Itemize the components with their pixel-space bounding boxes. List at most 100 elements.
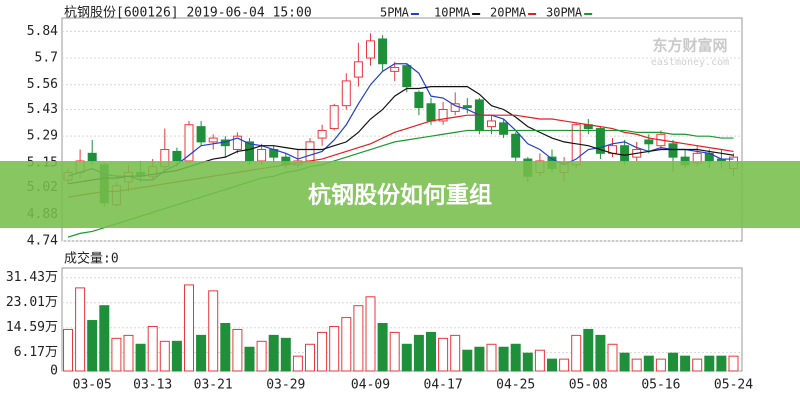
candle-body bbox=[378, 38, 388, 65]
y-tick-label: 5.84 bbox=[27, 24, 58, 39]
volume-bar bbox=[716, 355, 727, 372]
volume-bar bbox=[619, 352, 630, 372]
candle-body bbox=[499, 122, 509, 135]
candle-body bbox=[196, 126, 206, 143]
candle-body bbox=[487, 120, 496, 128]
legend-label: 30PMA bbox=[546, 6, 583, 20]
candle-body bbox=[450, 103, 460, 112]
volume-bar bbox=[728, 355, 739, 372]
volume-bar bbox=[244, 346, 255, 372]
volume-bar bbox=[438, 337, 449, 372]
candle-body bbox=[426, 103, 436, 122]
candle-body bbox=[620, 145, 630, 162]
volume-bar bbox=[389, 331, 400, 372]
volume-bar bbox=[63, 328, 73, 372]
volume-bar bbox=[547, 358, 557, 372]
volume-bar bbox=[607, 343, 618, 372]
candle-body bbox=[208, 137, 218, 143]
banner-text: 杭钢股份如何重组 bbox=[308, 182, 492, 209]
volume-bar bbox=[377, 323, 388, 372]
x-tick-label: 03-29 bbox=[266, 378, 305, 393]
candle-body bbox=[353, 61, 363, 78]
volume-bar bbox=[292, 355, 303, 372]
candle-body bbox=[87, 152, 97, 162]
volume-bar bbox=[159, 340, 170, 372]
x-tick-label: 03-05 bbox=[73, 378, 112, 393]
volume-bar bbox=[680, 355, 691, 372]
volume-bar bbox=[413, 334, 424, 372]
volume-bar bbox=[559, 358, 570, 372]
volume-bar bbox=[268, 334, 279, 372]
volume-bar bbox=[256, 340, 267, 372]
candle-body bbox=[232, 135, 242, 151]
y-tick-label: 5.56 bbox=[27, 77, 58, 92]
candle-body bbox=[644, 139, 654, 145]
volume-bar bbox=[341, 317, 352, 372]
volume-bar bbox=[583, 328, 594, 372]
x-tick-label: 04-09 bbox=[351, 378, 390, 393]
volume-bar bbox=[135, 343, 146, 372]
volume-bar bbox=[643, 355, 654, 372]
volume-bar bbox=[353, 305, 364, 372]
candle-body bbox=[184, 124, 194, 162]
y-tick-label: 14.59万 bbox=[6, 320, 58, 335]
candle-body bbox=[317, 129, 327, 139]
candle-body bbox=[390, 67, 400, 72]
volume-bar bbox=[474, 346, 485, 372]
candle-body bbox=[595, 128, 605, 154]
x-tick-label: 05-08 bbox=[569, 378, 608, 393]
volume-bar bbox=[75, 287, 86, 372]
candle-body bbox=[305, 141, 315, 162]
volume-bar bbox=[704, 355, 715, 372]
volume-bar bbox=[171, 340, 182, 372]
x-tick-label: 04-25 bbox=[496, 378, 535, 393]
y-tick-label: 5.29 bbox=[27, 129, 58, 144]
candle-body bbox=[414, 91, 424, 109]
volume-bar bbox=[184, 284, 194, 372]
volume-bar bbox=[196, 334, 207, 372]
volume-bar bbox=[87, 320, 98, 372]
volume-bar bbox=[232, 328, 243, 372]
x-tick-label: 04-17 bbox=[424, 378, 463, 393]
volume-bar bbox=[426, 331, 436, 372]
candle-body bbox=[341, 80, 351, 107]
volume-bar bbox=[631, 358, 642, 372]
volume-bar bbox=[534, 349, 545, 372]
candle-body bbox=[366, 40, 375, 59]
candle-body bbox=[668, 143, 678, 158]
volume-bar bbox=[220, 323, 231, 372]
candle-body bbox=[172, 150, 182, 162]
x-tick-label: 05-24 bbox=[714, 378, 753, 393]
candle-body bbox=[245, 141, 254, 162]
candle-body bbox=[511, 133, 521, 158]
candle-body bbox=[462, 105, 472, 109]
volume-bar bbox=[329, 325, 340, 372]
candle-body bbox=[329, 105, 339, 130]
volume-bar bbox=[99, 305, 110, 372]
y-tick-label: 4.74 bbox=[27, 234, 58, 249]
y-tick-label: 6.17万 bbox=[14, 345, 58, 360]
volume-bar bbox=[147, 325, 158, 372]
volume-bar bbox=[111, 337, 122, 372]
y-tick-label: 31.43万 bbox=[6, 270, 58, 285]
y-tick-label: 5.7 bbox=[35, 51, 58, 66]
volume-bar bbox=[401, 343, 412, 372]
volume-bar bbox=[655, 358, 666, 372]
volume-bar bbox=[486, 343, 497, 372]
volume-bar bbox=[668, 352, 678, 372]
candle-body bbox=[402, 65, 412, 88]
x-tick-label: 05-16 bbox=[641, 378, 680, 393]
watermark-url: eastmoney.com bbox=[651, 57, 729, 68]
legend-label: 5PMA bbox=[380, 6, 410, 20]
volume-title: 成交量:0 bbox=[64, 251, 119, 267]
volume-bar bbox=[123, 334, 134, 372]
volume-bar bbox=[305, 343, 315, 372]
y-tick-label: 0 bbox=[50, 364, 58, 379]
legend-label: 10PMA bbox=[434, 6, 471, 20]
volume-bar bbox=[280, 337, 291, 372]
volume-bar bbox=[498, 346, 509, 372]
watermark-name: 东方财富网 bbox=[652, 37, 727, 55]
volume-bar bbox=[510, 343, 521, 372]
